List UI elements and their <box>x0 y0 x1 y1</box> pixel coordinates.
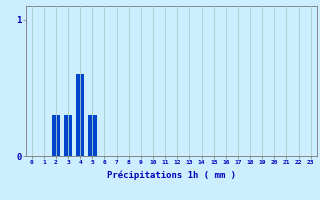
X-axis label: Précipitations 1h ( mm ): Précipitations 1h ( mm ) <box>107 171 236 180</box>
Bar <box>88 115 97 156</box>
Bar <box>76 74 84 156</box>
Bar <box>52 115 60 156</box>
Bar <box>64 115 72 156</box>
